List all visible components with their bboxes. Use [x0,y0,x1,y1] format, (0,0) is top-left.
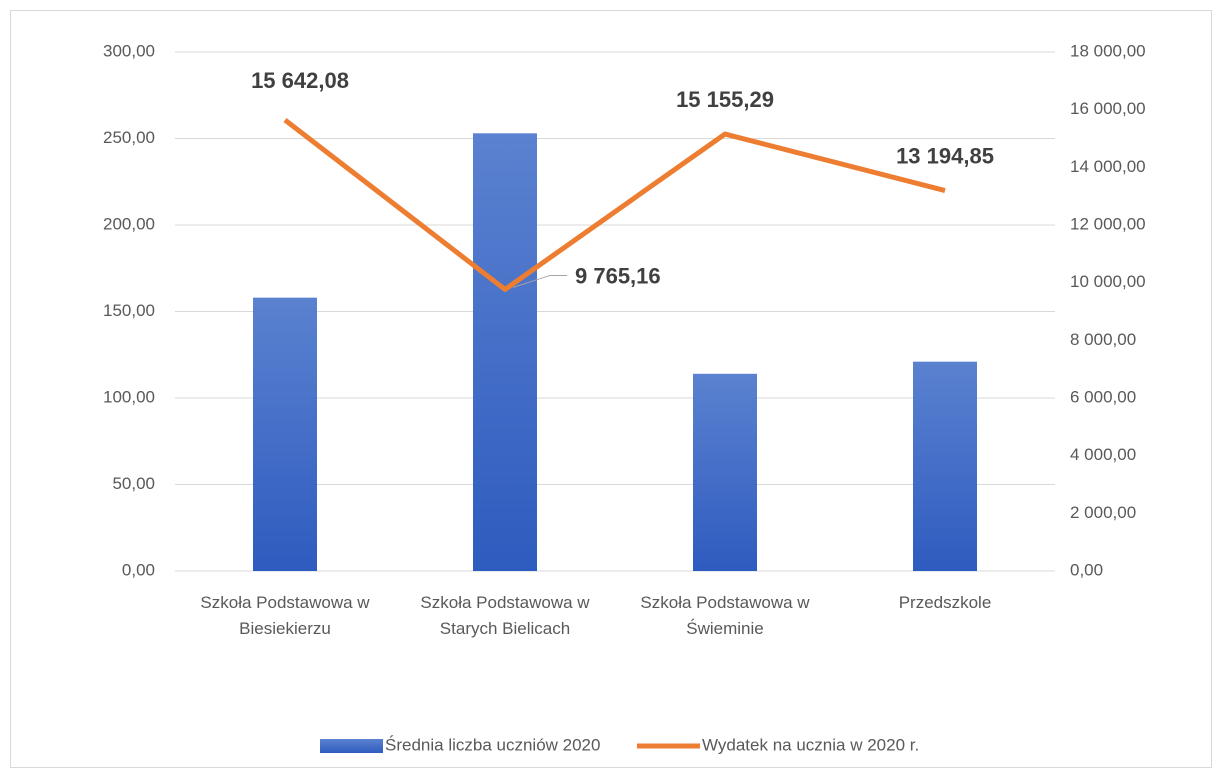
value-label: 15 642,08 [251,68,349,93]
y2-tick-label: 16 000,00 [1070,99,1146,118]
legend-label: Wydatek na ucznia w 2020 r. [702,735,919,754]
y-tick-label: 50,00 [112,474,155,493]
y2-tick-label: 12 000,00 [1070,214,1146,233]
bar [253,297,317,571]
legend-swatch [320,739,383,753]
bar [913,361,977,571]
y2-tick-label: 2 000,00 [1070,503,1136,522]
y2-tick-label: 8 000,00 [1070,330,1136,349]
y2-tick-label: 18 000,00 [1070,41,1146,60]
value-label: 15 155,29 [676,87,774,112]
bar [693,373,757,571]
y2-tick-label: 10 000,00 [1070,272,1146,291]
y2-tick-label: 14 000,00 [1070,157,1146,176]
y2-tick-label: 6 000,00 [1070,387,1136,406]
x-tick-label: Szkoła Podstawowa w Starych Bielicach [420,593,590,638]
leader-line [512,274,567,288]
x-tick-label: Przedszkole [898,593,992,612]
x-tick-label: Szkoła Podstawowa w Biesiekierzu [200,593,370,638]
y2-tick-label: 4 000,00 [1070,445,1136,464]
legend-label: Średnia liczba uczniów 2020 [385,735,600,754]
y-tick-label: 0,00 [122,560,155,579]
chart-border [10,10,1212,768]
y-tick-label: 200,00 [103,214,155,233]
y2-tick-label: 0,00 [1070,560,1103,579]
value-label: 13 194,85 [896,143,994,168]
x-tick-label: Szkoła Podstawowa w Świeminie [640,593,810,638]
value-label: 9 765,16 [575,263,661,288]
y-tick-label: 300,00 [103,41,155,60]
bar [473,133,537,571]
line [283,118,946,292]
y-tick-label: 250,00 [103,128,155,147]
y-tick-label: 100,00 [103,387,155,406]
y-tick-label: 150,00 [103,301,155,320]
